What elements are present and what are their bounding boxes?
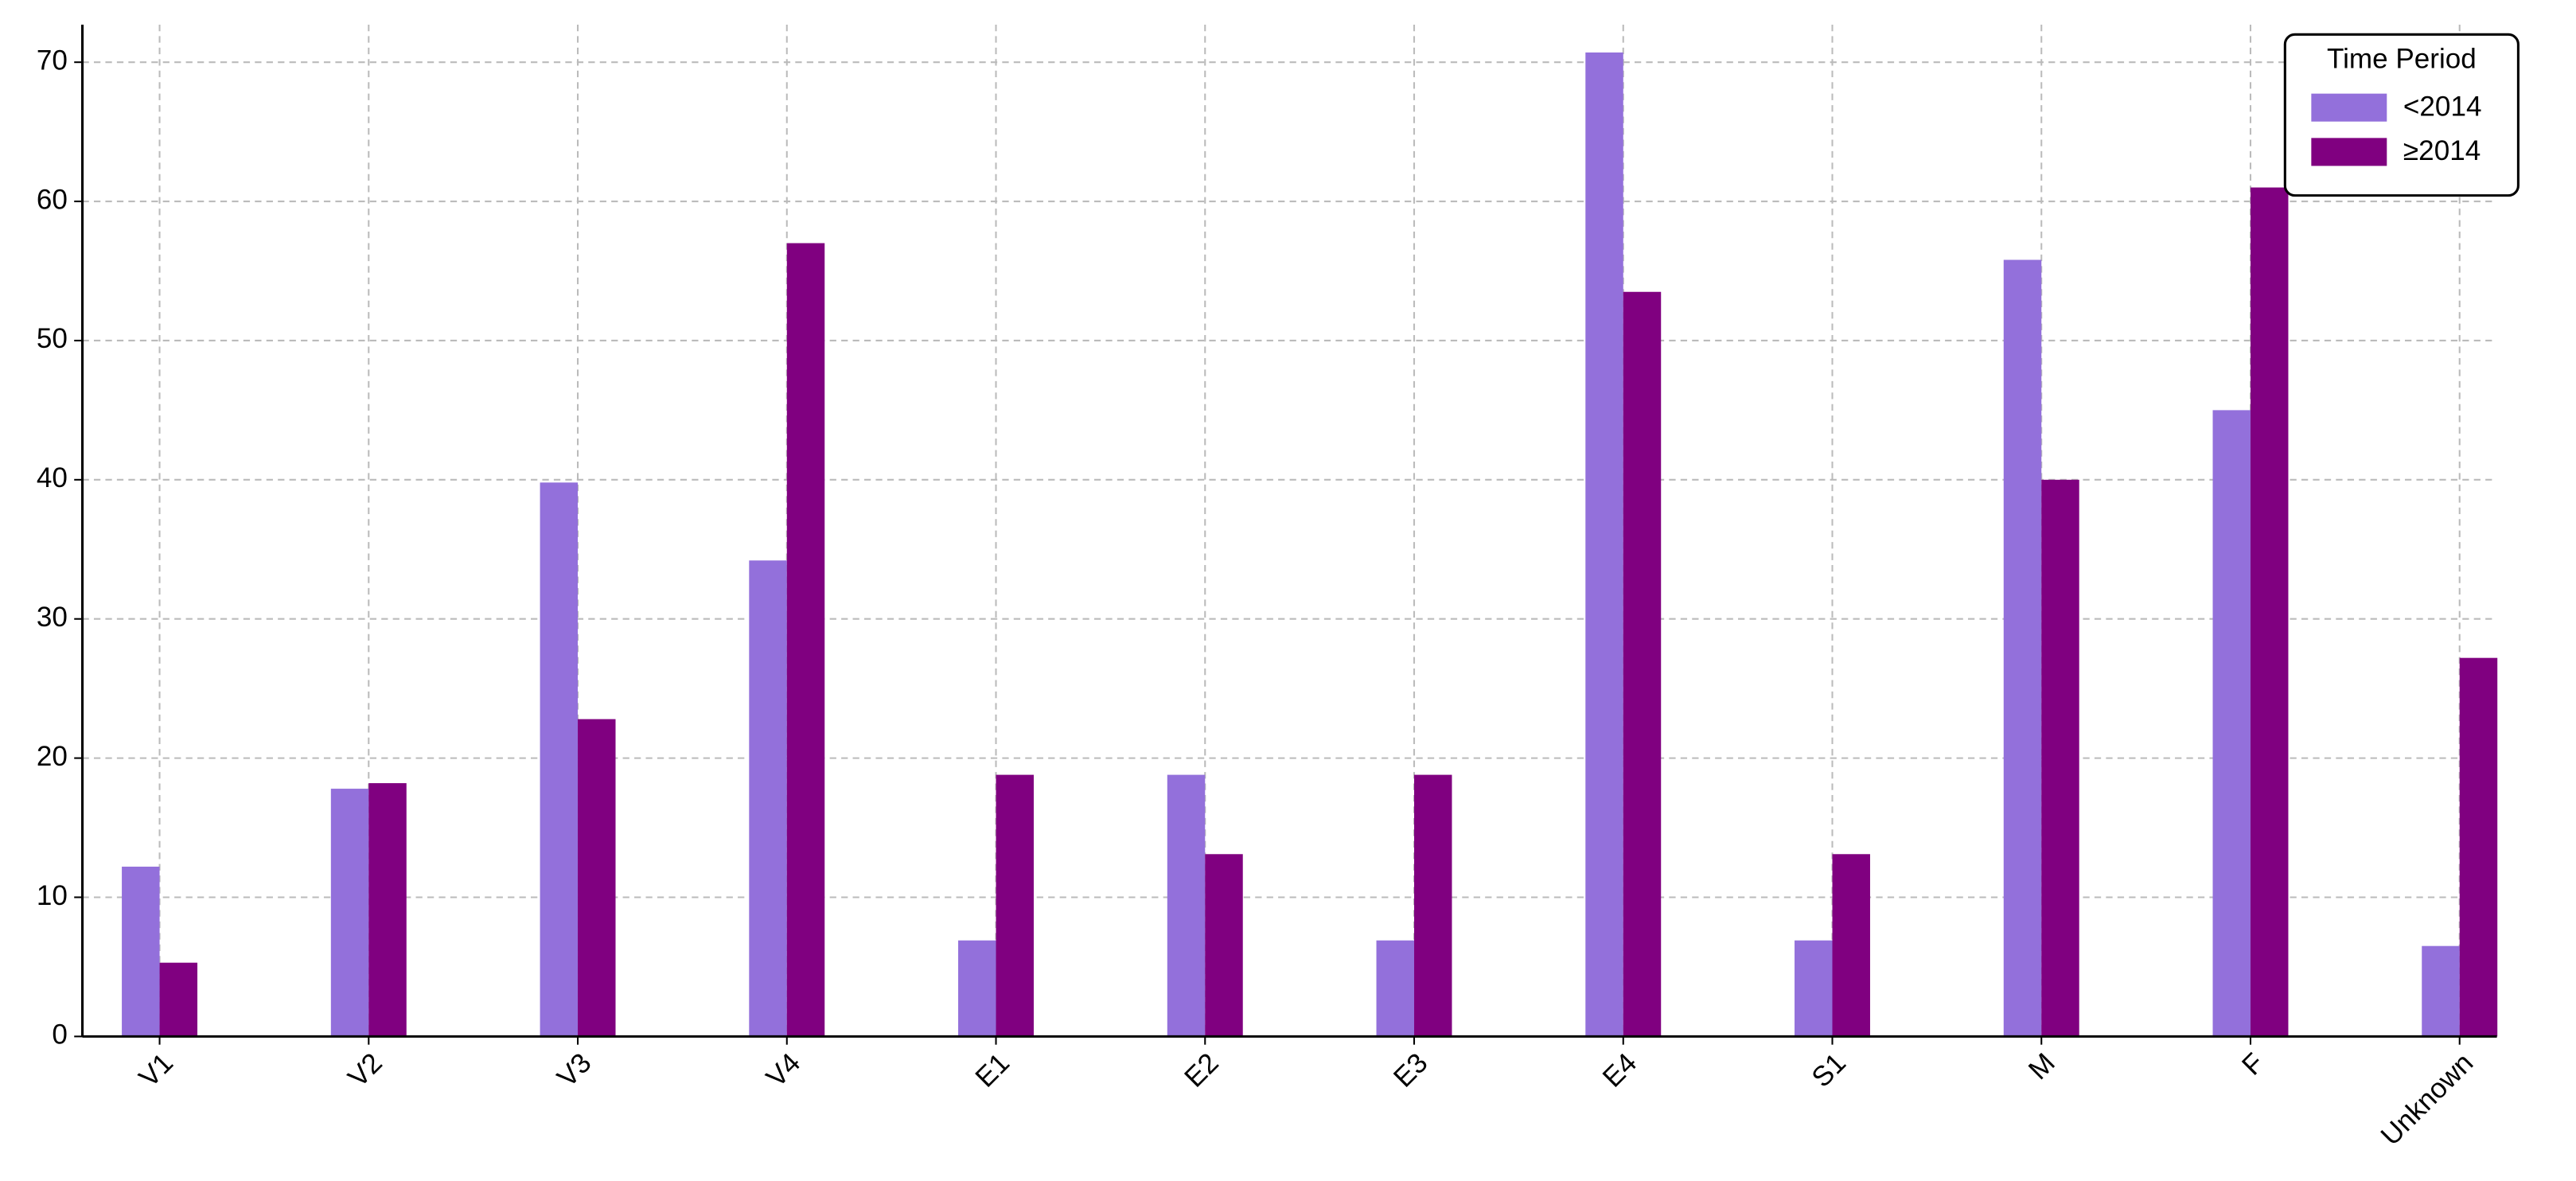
bar — [578, 719, 616, 1037]
x-tick-label: E3 — [1388, 1047, 1434, 1093]
legend-swatch — [2311, 93, 2387, 122]
bar — [958, 940, 996, 1037]
x-tick-label: V4 — [760, 1047, 806, 1093]
x-tick-label: E2 — [1179, 1047, 1225, 1093]
bar — [2250, 187, 2289, 1037]
y-tick-label: 0 — [52, 1019, 68, 1050]
y-tick-label: 20 — [37, 741, 68, 772]
x-tick-label: V1 — [133, 1047, 179, 1093]
bar — [2003, 259, 2042, 1037]
x-tick-label: V2 — [342, 1047, 388, 1093]
legend-label: <2014 — [2403, 91, 2482, 122]
y-tick-label: 40 — [37, 462, 68, 493]
y-tick-label: 50 — [37, 323, 68, 354]
bar — [540, 482, 579, 1037]
bar — [2422, 945, 2460, 1037]
x-tick-label: Unknown — [2375, 1047, 2479, 1152]
bar — [1795, 940, 1833, 1037]
bar — [1414, 774, 1452, 1037]
bar — [159, 962, 198, 1037]
bar — [2041, 479, 2079, 1037]
bar — [122, 867, 160, 1037]
x-tick-label: E4 — [1596, 1047, 1643, 1093]
bar — [1585, 52, 1623, 1037]
bar — [786, 243, 825, 1037]
x-tick-label: M — [2023, 1047, 2061, 1086]
legend-title: Time Period — [2327, 44, 2477, 75]
bar — [1376, 940, 1415, 1037]
legend-label: ≥2014 — [2403, 135, 2481, 166]
y-tick-label: 30 — [37, 602, 68, 633]
y-tick-label: 10 — [37, 880, 68, 911]
x-tick-label: S1 — [1806, 1047, 1852, 1093]
bar — [330, 789, 369, 1037]
bar — [749, 560, 787, 1037]
bar — [1832, 854, 1870, 1037]
x-tick-label: E1 — [969, 1047, 1015, 1093]
x-tick-label: V3 — [551, 1047, 598, 1093]
x-tick-label: F — [2236, 1047, 2270, 1082]
bar — [2212, 410, 2251, 1037]
bar — [1623, 291, 1662, 1037]
y-tick-label: 60 — [37, 184, 68, 215]
legend-swatch — [2311, 138, 2387, 166]
bar — [2459, 657, 2498, 1037]
bar — [368, 783, 407, 1037]
bar — [996, 774, 1034, 1037]
bar — [1205, 854, 1243, 1037]
y-tick-label: 70 — [37, 45, 68, 76]
bar — [1167, 774, 1206, 1037]
